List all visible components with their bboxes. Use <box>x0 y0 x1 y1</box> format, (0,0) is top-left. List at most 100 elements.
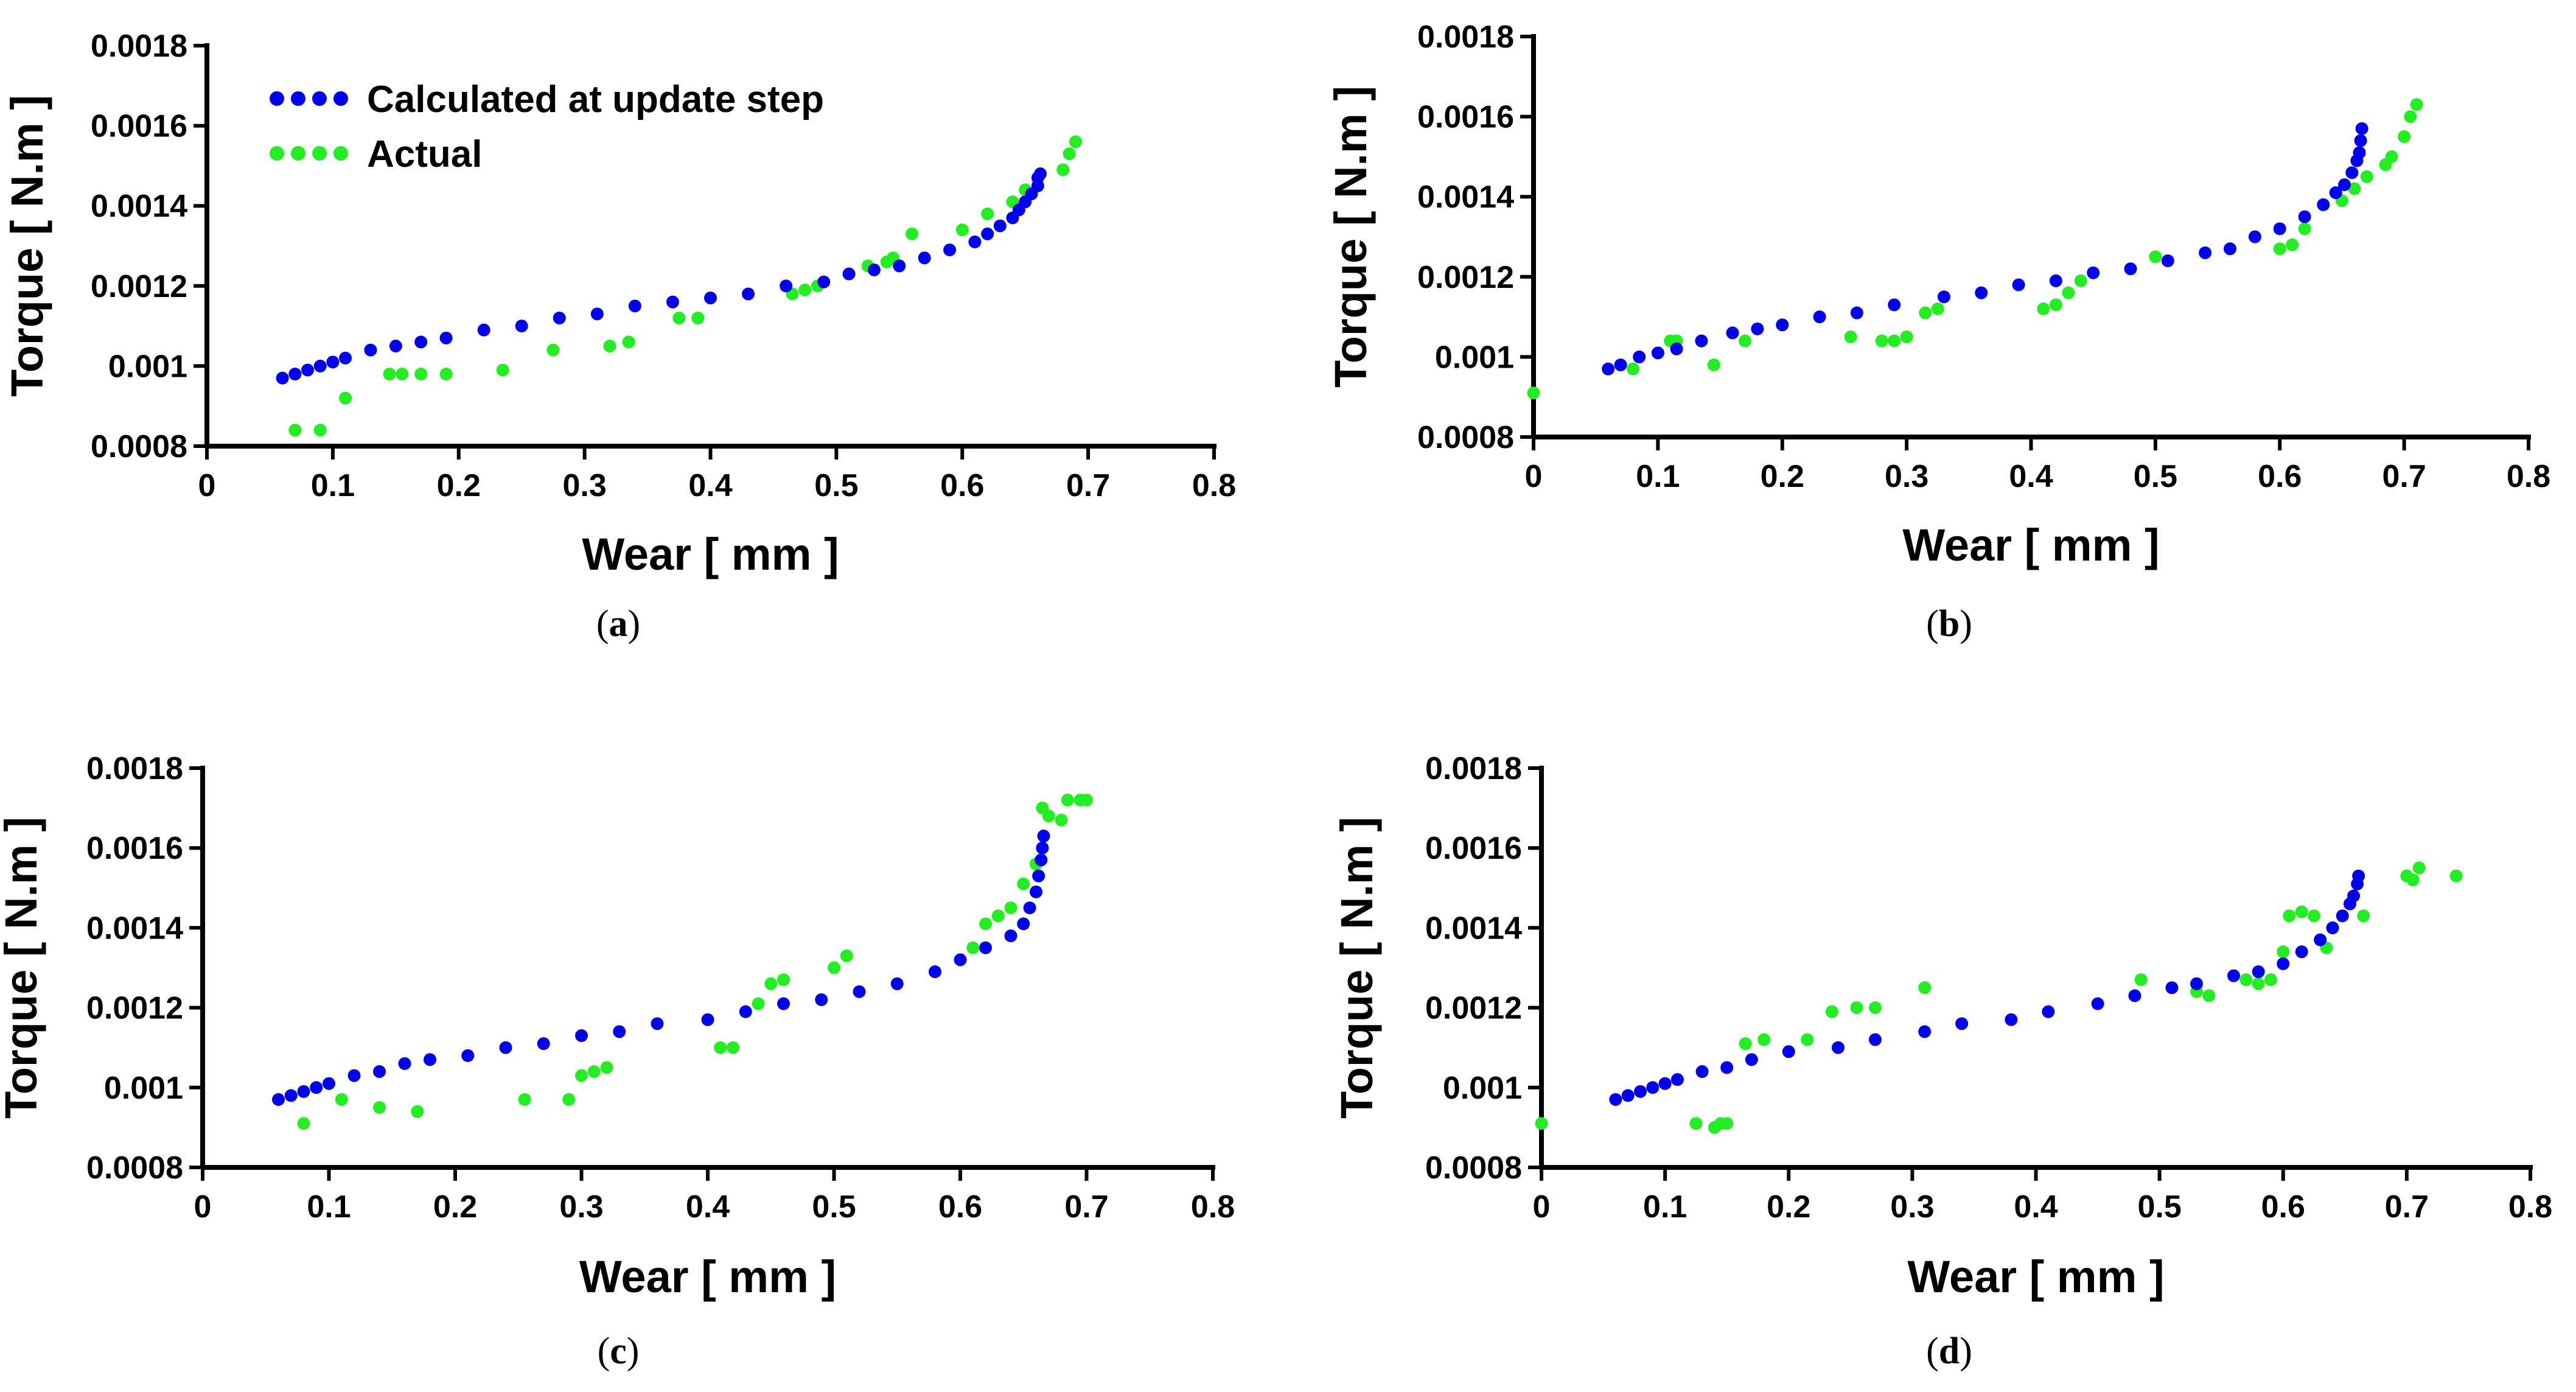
x-tick-label: 0.5 <box>2137 1189 2181 1225</box>
calculated-point <box>1720 1061 1734 1074</box>
calculated-point <box>347 1069 361 1082</box>
x-tick-label: 0.4 <box>688 468 732 503</box>
calculated-point <box>2352 869 2365 883</box>
calculated-point <box>742 287 755 301</box>
actual-point <box>2385 150 2398 163</box>
calculated-point <box>389 340 402 352</box>
actual-series <box>288 135 1082 437</box>
calculated-point <box>2295 945 2308 959</box>
actual-point <box>2049 298 2062 312</box>
x-tick-label: 0.2 <box>433 1189 477 1225</box>
y-axis-title: Torque [ N.m ] <box>1325 86 1376 388</box>
calculated-point <box>968 235 982 248</box>
calculated-point <box>301 363 314 377</box>
caption-letter: d <box>1939 1331 1960 1372</box>
actual-point <box>1055 813 1068 827</box>
actual-point <box>2074 274 2087 287</box>
x-tick-label: 0.3 <box>1890 1189 1934 1225</box>
calculated-point <box>276 371 289 385</box>
x-tick-label: 0.5 <box>814 468 858 503</box>
calculated-point <box>297 1085 310 1098</box>
calculated-point <box>979 941 992 954</box>
actual-point <box>1868 1001 1882 1015</box>
calculated-point <box>1695 334 1708 348</box>
actual-point <box>1527 386 1540 400</box>
calculated-point <box>1614 358 1627 372</box>
x-tick-label: 0.6 <box>2258 459 2302 494</box>
calculated-point <box>373 1065 386 1079</box>
calculated-point <box>2190 977 2204 990</box>
actual-series <box>1535 861 2463 1134</box>
panel-b: 0.0008 0.001 0.0012 0.0014 0.0016 0.0018 0 0.1 0… <box>1325 19 2550 645</box>
calculated-point <box>284 1089 298 1102</box>
y-tick-label: 0.0018 <box>1417 19 1514 55</box>
calculated-point <box>1032 869 1045 883</box>
actual-point <box>414 368 428 381</box>
legend-calculated-marker <box>270 91 284 106</box>
x-tick-label: 0.8 <box>1191 1189 1235 1225</box>
actual-point <box>672 311 686 324</box>
calculated-point <box>739 1005 752 1018</box>
caption-open: ( <box>1926 1331 1939 1372</box>
actual-point <box>339 391 352 405</box>
y-tick-label: 0.0018 <box>91 29 187 64</box>
calculated-point <box>1850 306 1863 320</box>
calculated-point <box>2277 957 2290 970</box>
calculated-point <box>613 1025 626 1038</box>
calculated-series <box>272 830 1050 1106</box>
actual-point <box>979 917 992 931</box>
legend-actual: Actual <box>270 133 482 175</box>
x-tick-label: 0.4 <box>2009 459 2053 494</box>
calculated-point <box>1670 1073 1684 1086</box>
calculated-point <box>1030 885 1042 898</box>
x-tick-label: 0 <box>194 1189 212 1225</box>
y-tick-label: 0.0012 <box>86 991 183 1026</box>
x-tick-label: 0 <box>1533 1189 1551 1225</box>
actual-point <box>2360 170 2373 183</box>
calculated-point <box>553 311 566 324</box>
x-tick-label: 0.5 <box>2134 459 2177 494</box>
actual-point <box>1801 1033 1814 1046</box>
actual-point <box>2286 238 2299 251</box>
actual-point <box>764 977 778 990</box>
actual-point <box>1004 901 1017 915</box>
x-tick-label: 0 <box>198 468 216 503</box>
calculated-point <box>954 953 967 967</box>
actual-point <box>2062 286 2075 299</box>
calculated-point <box>2199 246 2212 259</box>
y-tick-label: 0.0016 <box>91 109 187 144</box>
actual-point <box>1825 1005 1838 1018</box>
calculated-point <box>499 1041 512 1054</box>
actual-point <box>603 340 616 352</box>
x-tick-label: 0.2 <box>437 468 481 503</box>
legend-calculated-label: Calculated at update step <box>367 79 824 121</box>
panel-caption: (a) <box>596 603 640 645</box>
calculated-point <box>2345 166 2359 180</box>
calculated-point <box>364 343 377 357</box>
calculated-point <box>590 307 604 321</box>
actual-point <box>2449 869 2463 883</box>
actual-point <box>2273 242 2286 256</box>
calculated-point <box>2161 254 2174 267</box>
calculated-point <box>918 251 931 265</box>
calculated-point <box>651 1017 664 1030</box>
calculated-point <box>1888 298 1901 312</box>
y-tick-label: 0.0008 <box>86 1150 183 1186</box>
calculated-point <box>326 355 340 369</box>
calculated-point <box>1017 917 1030 931</box>
caption-close: ) <box>1960 603 1972 645</box>
y-tick-label: 0.0012 <box>91 269 187 304</box>
actual-point <box>1931 302 1944 315</box>
y-axis-title: Torque [ N.m ] <box>1332 817 1382 1119</box>
legend: Calculated at update step Actual <box>270 79 824 175</box>
calculated-point <box>1745 1053 1758 1066</box>
actual-point <box>1888 334 1901 348</box>
x-tick-label: 0.4 <box>686 1189 730 1225</box>
legend-calculated-marker <box>333 91 348 106</box>
actual-point <box>2252 977 2265 990</box>
actual-point <box>411 1105 424 1118</box>
x-tick-label: 0.7 <box>1066 468 1110 503</box>
x-tick-label: 0.8 <box>2508 1189 2552 1225</box>
calculated-point <box>1037 830 1050 843</box>
actual-point <box>828 961 840 974</box>
